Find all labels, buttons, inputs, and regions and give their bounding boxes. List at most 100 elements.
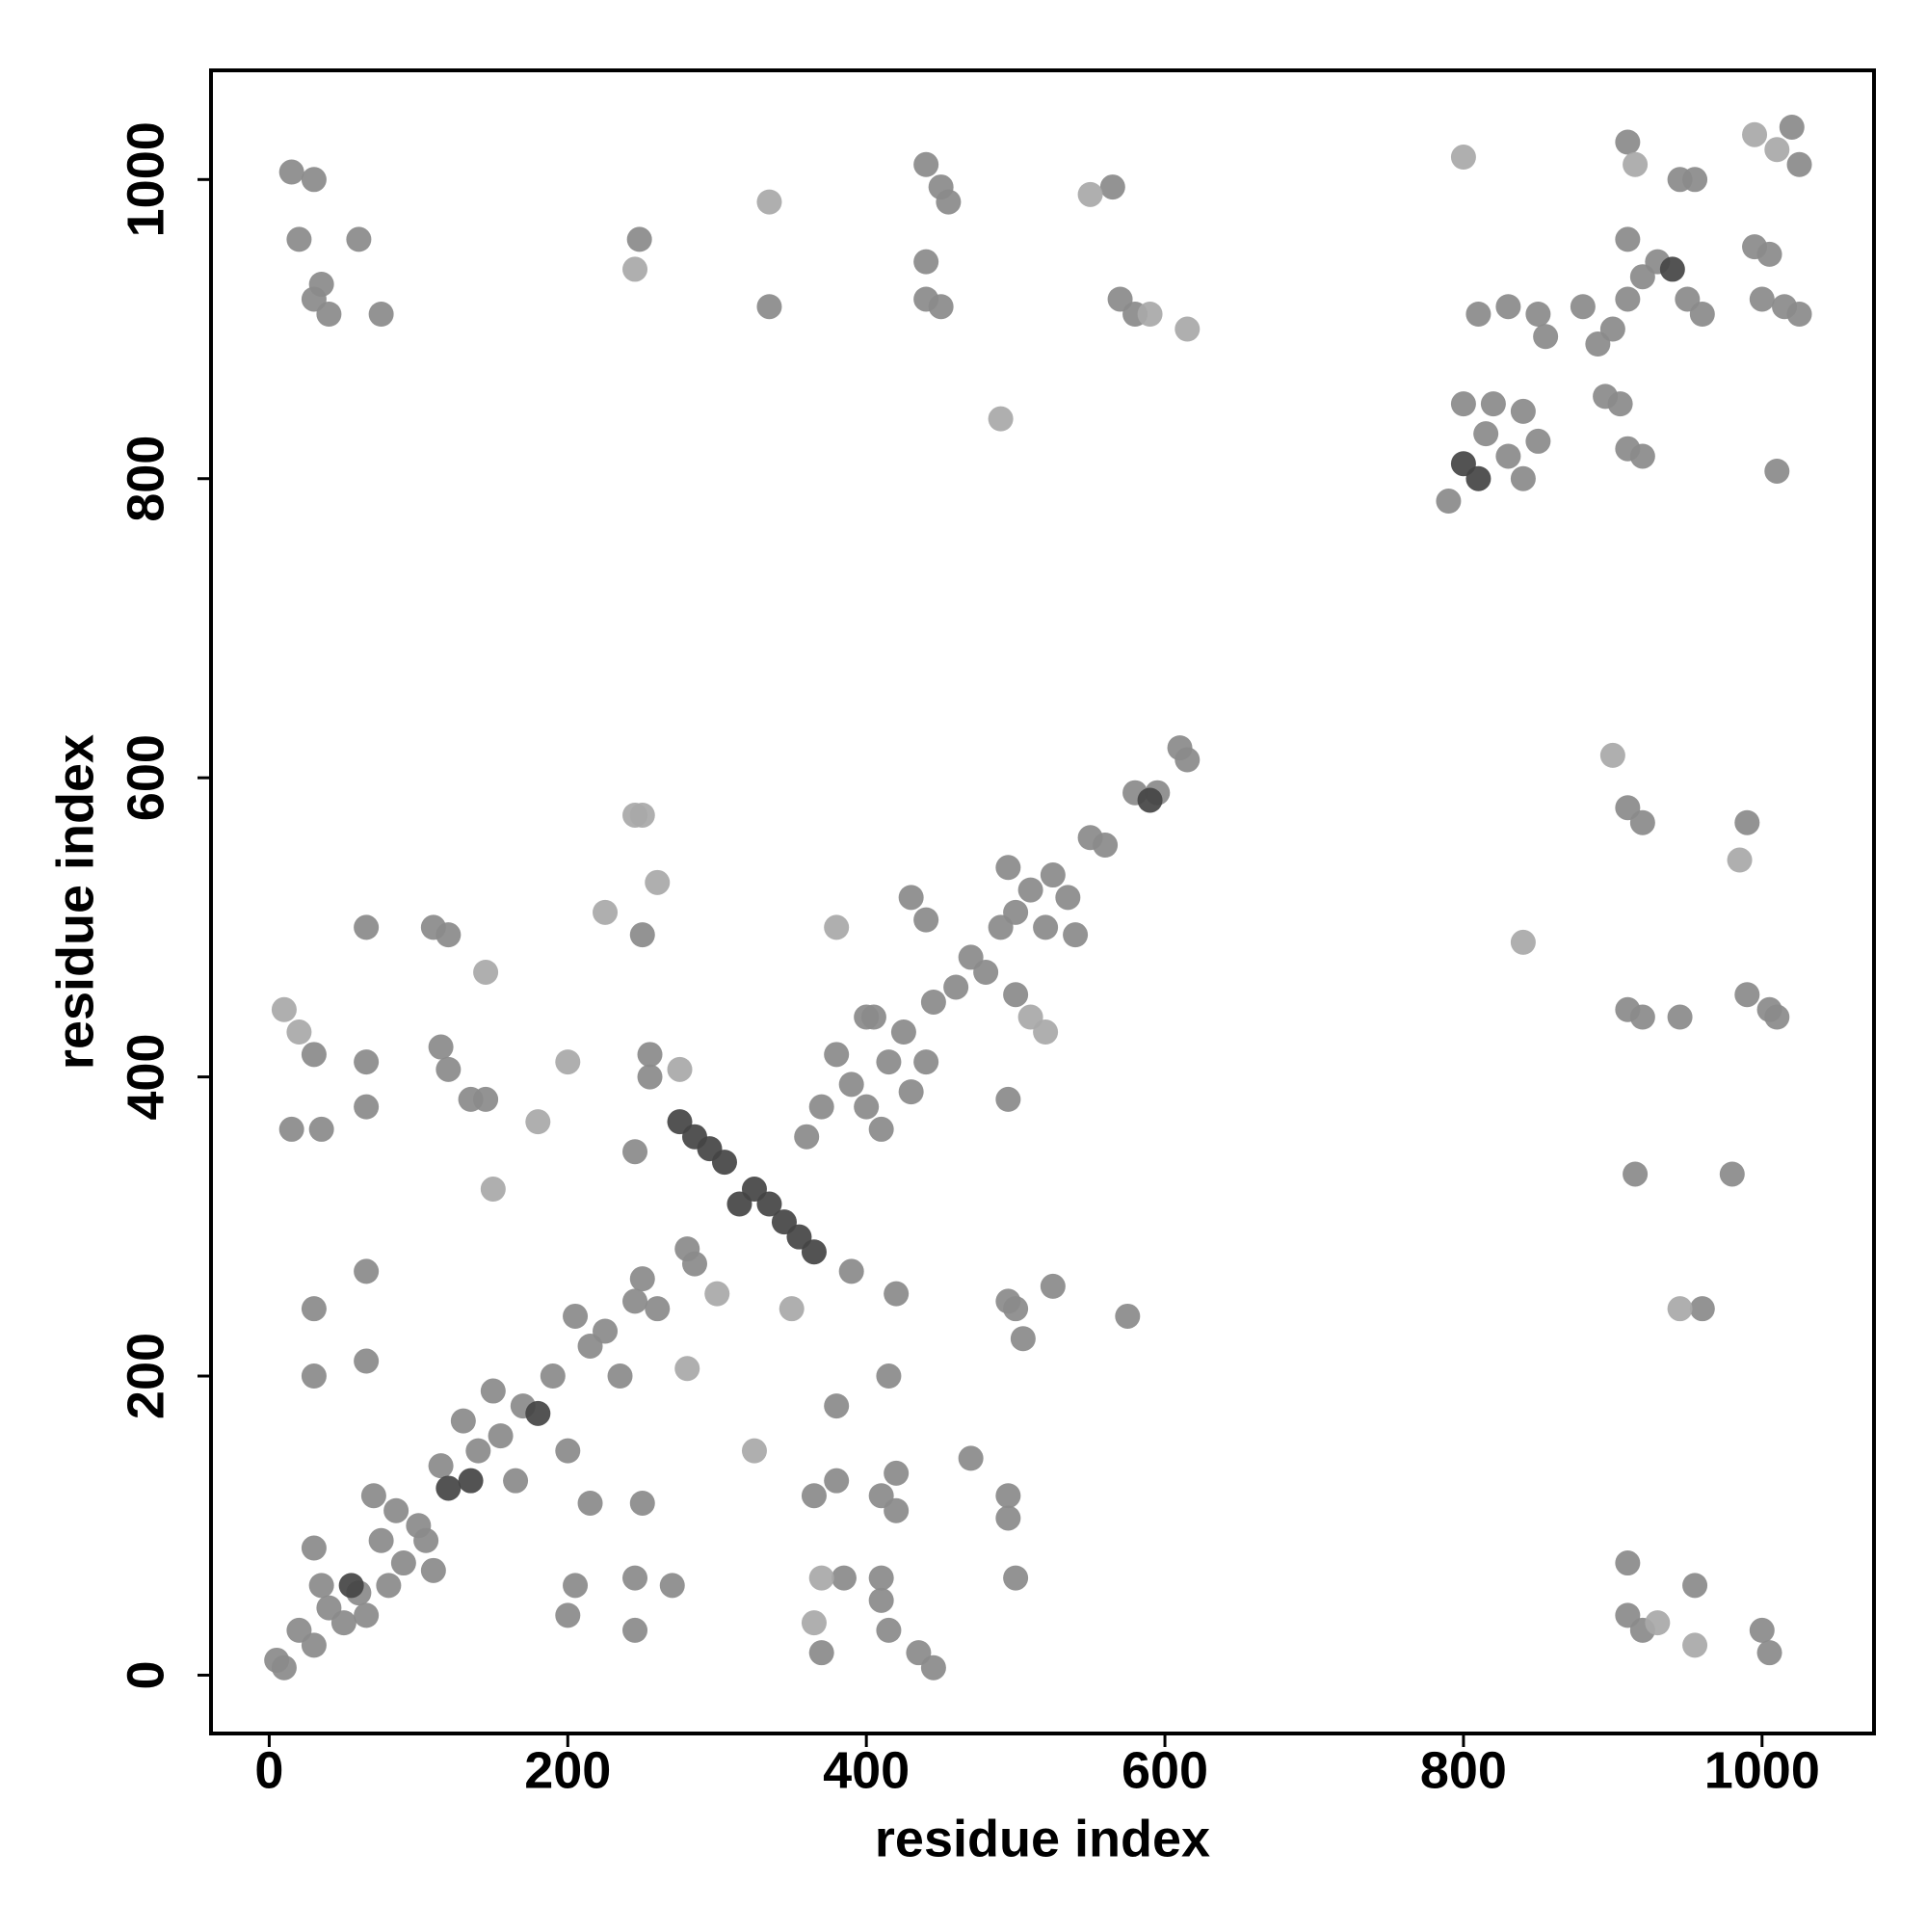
- contact-point: [1756, 241, 1782, 267]
- contact-point: [354, 914, 380, 940]
- y-tick-label: 800: [117, 436, 174, 522]
- contact-point: [1645, 1610, 1671, 1636]
- contact-point: [1599, 742, 1625, 768]
- contact-point: [1615, 129, 1641, 155]
- contact-point: [936, 189, 962, 215]
- contact-point: [913, 249, 939, 275]
- contact-point: [884, 1497, 910, 1523]
- contact-point: [884, 1460, 910, 1486]
- contact-point: [645, 869, 671, 895]
- contact-point: [868, 1116, 894, 1142]
- contact-point: [1465, 465, 1491, 491]
- contact-point: [622, 1288, 648, 1314]
- contact-point: [667, 1056, 693, 1082]
- y-axis-label: residue index: [46, 734, 104, 1070]
- contact-point: [779, 1296, 805, 1322]
- contact-point: [488, 1423, 514, 1449]
- contact-point: [354, 1348, 380, 1374]
- contact-point: [1727, 847, 1753, 873]
- contact-point: [563, 1573, 589, 1599]
- x-tick-label: 200: [524, 1741, 611, 1799]
- contact-point: [301, 1363, 327, 1389]
- contact-point: [555, 1049, 581, 1075]
- contact-point: [629, 1490, 655, 1516]
- contact-point: [824, 1468, 850, 1494]
- contact-point: [794, 1124, 820, 1150]
- contact-point: [1599, 316, 1625, 342]
- contact-point: [1017, 877, 1043, 903]
- contact-point: [831, 1565, 857, 1591]
- contact-point: [1719, 1161, 1745, 1187]
- contact-point: [1137, 787, 1163, 813]
- contact-point: [704, 1281, 730, 1307]
- contact-point: [308, 1116, 334, 1142]
- y-tick-label: 0: [117, 1660, 174, 1689]
- contact-point: [868, 1587, 894, 1613]
- contact-point: [995, 1086, 1021, 1112]
- contact-point: [278, 1116, 304, 1142]
- x-tick-label: 800: [1420, 1741, 1507, 1799]
- contact-point: [593, 899, 619, 925]
- contact-point: [824, 914, 850, 940]
- contact-point: [1450, 391, 1476, 417]
- y-tick-label: 200: [117, 1333, 174, 1419]
- contact-point: [1615, 286, 1641, 312]
- x-tick-label: 1000: [1704, 1741, 1820, 1799]
- x-tick-label: 600: [1122, 1741, 1208, 1799]
- contact-point: [607, 1363, 633, 1389]
- contact-point: [480, 1378, 506, 1404]
- contact-point: [1473, 421, 1499, 447]
- contact-point: [838, 1258, 864, 1284]
- contact-point: [622, 1139, 648, 1165]
- contact-point: [854, 1094, 880, 1120]
- contact-point: [928, 294, 954, 320]
- contact-point: [988, 406, 1014, 432]
- x-axis-label: residue index: [875, 1810, 1210, 1867]
- contact-point: [525, 1109, 551, 1135]
- contact-point: [1786, 302, 1812, 328]
- x-tick-label: 0: [254, 1741, 283, 1799]
- contact-point: [436, 1475, 462, 1501]
- contact-point: [637, 1042, 663, 1068]
- contact-point: [1629, 809, 1655, 835]
- contact-point: [626, 226, 652, 252]
- contact-point: [1450, 145, 1476, 171]
- contact-point: [1689, 302, 1715, 328]
- contact-point: [338, 1573, 364, 1599]
- contact-point: [1099, 174, 1125, 200]
- contact-point: [1615, 1550, 1641, 1576]
- contact-point: [1033, 1019, 1059, 1045]
- contact-point: [354, 1258, 380, 1284]
- contact-point: [995, 1505, 1021, 1531]
- contact-point: [913, 1049, 939, 1075]
- contact-point: [1465, 302, 1491, 328]
- contact-point: [1667, 1004, 1693, 1030]
- contact-point: [1667, 1296, 1693, 1322]
- contact-point: [1115, 1303, 1141, 1329]
- contact-point: [413, 1527, 439, 1553]
- contact-point: [801, 1239, 827, 1265]
- contact-point: [420, 1557, 446, 1583]
- contact-point: [920, 1654, 946, 1681]
- contact-point: [711, 1150, 737, 1176]
- contact-point: [383, 1497, 409, 1523]
- contact-point: [824, 1042, 850, 1068]
- contact-point: [913, 907, 939, 933]
- contact-point: [876, 1363, 902, 1389]
- contact-point: [756, 1191, 782, 1217]
- contact-point: [308, 1573, 334, 1599]
- contact-point: [1525, 428, 1551, 454]
- contact-point: [1003, 1296, 1029, 1322]
- contact-point: [1033, 914, 1059, 940]
- contact-point: [1093, 833, 1119, 859]
- contact-point: [1525, 302, 1551, 328]
- contact-point: [1137, 302, 1163, 328]
- contact-point: [465, 1438, 491, 1464]
- contact-point: [368, 302, 394, 328]
- contact-point: [436, 922, 462, 948]
- contact-point: [1175, 747, 1201, 773]
- contact-point: [1682, 167, 1708, 193]
- contact-point: [1510, 398, 1536, 424]
- contact-point: [1742, 121, 1768, 147]
